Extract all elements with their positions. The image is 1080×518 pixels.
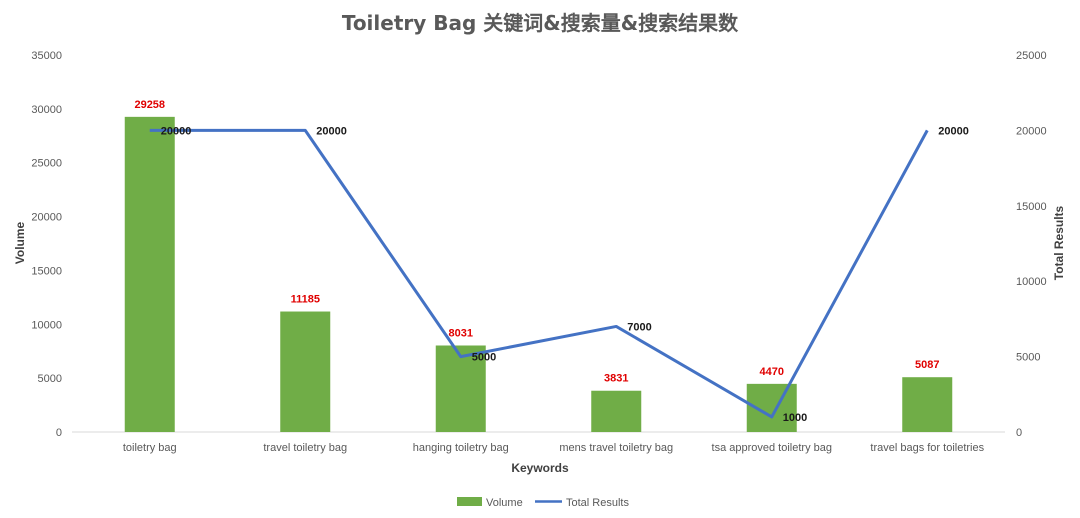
right-tick-label: 20000 [1016,125,1047,137]
left-tick-label: 25000 [31,158,62,170]
volume-data-label: 11185 [291,294,320,306]
category-label: toiletry bag [123,442,177,454]
left-tick-label: 20000 [31,212,62,224]
total-results-data-label: 5000 [472,352,496,364]
total-results-line [149,128,929,419]
y-axis-title: Volume [13,221,27,264]
category-label: travel bags for toiletries [870,442,984,454]
chart-title: Toiletry Bag 关键词&搜索量&搜索结果数 [342,11,739,35]
left-tick-label: 30000 [31,104,62,116]
volume-bar [435,345,486,432]
volume-data-label: 29258 [134,99,165,111]
total-results-labels: 20000 20000 5000 7000 1000 20000 [161,125,969,424]
left-axis-ticks: 0 5000 10000 15000 20000 25000 30000 35000 [31,50,62,439]
volume-data-label: 5087 [915,359,939,371]
volume-bar [591,390,642,432]
category-label: travel toiletry bag [263,442,347,454]
volume-data-label: 4470 [760,366,784,378]
left-tick-label: 0 [56,427,62,439]
legend-total-results-label: Total Results [566,497,629,509]
left-tick-label: 15000 [31,265,62,277]
total-results-data-label: 7000 [627,321,651,333]
right-tick-label: 15000 [1016,201,1047,213]
legend: Volume Total Results [457,497,629,509]
right-tick-label: 5000 [1016,352,1040,364]
volume-bar-labels: 29258 11185 8031 3831 4470 5087 [134,99,939,385]
right-tick-label: 10000 [1016,276,1047,288]
volume-data-label: 3831 [604,373,628,385]
total-results-data-label: 20000 [161,125,192,137]
category-label: tsa approved toiletry bag [712,442,832,454]
left-tick-label: 10000 [31,319,62,331]
x-category-labels: toiletry bag travel toiletry bag hanging t… [123,442,985,454]
volume-bar [902,377,953,432]
volume-bars [124,116,953,432]
legend-volume-swatch [457,497,482,506]
total-results-data-label: 1000 [783,412,807,424]
x-axis-title: Keywords [511,461,569,475]
total-results-data-label: 20000 [938,125,969,137]
category-label: hanging toiletry bag [413,442,509,454]
y2-axis-title: Total Results [1052,205,1066,280]
right-tick-label: 25000 [1016,50,1047,62]
left-tick-label: 35000 [31,50,62,62]
right-tick-label: 0 [1016,427,1022,439]
volume-bar [124,116,175,432]
category-label: mens travel toiletry bag [559,442,673,454]
volume-data-label: 8031 [449,327,473,339]
legend-volume-label: Volume [486,497,523,509]
left-tick-label: 5000 [38,373,62,385]
volume-bar [280,311,331,432]
total-results-data-label: 20000 [316,125,347,137]
right-axis-ticks: 0 5000 10000 15000 20000 25000 [1016,50,1047,439]
